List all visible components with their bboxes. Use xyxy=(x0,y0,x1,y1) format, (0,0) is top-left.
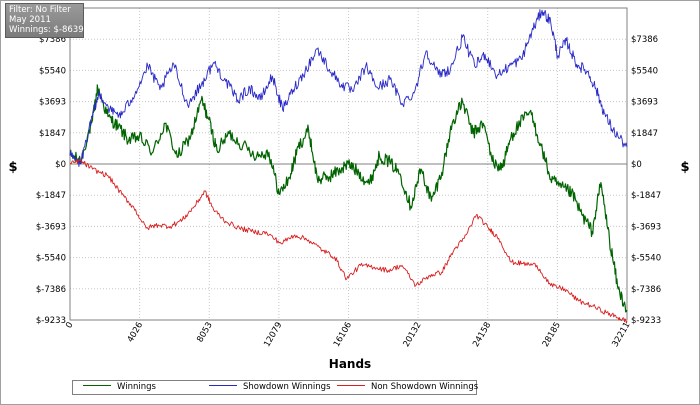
y-tick-label-right: $-3693 xyxy=(631,222,661,232)
series-layer xyxy=(69,9,628,324)
x-tick-label: 24158 xyxy=(471,321,493,349)
y-tick-label-right: $0 xyxy=(631,160,642,170)
filter-label: Filter: No Filter xyxy=(9,5,71,15)
y-tick-label-right: $7386 xyxy=(631,35,658,45)
legend-item-non-showdown: Non Showdown Winnings xyxy=(337,382,478,392)
x-axis-labels: 0 4026 8053 12079 16106 20132 24158 28185 32211 xyxy=(64,321,632,349)
x-tick-label: 16106 xyxy=(332,321,354,349)
x-tick-label: 4026 xyxy=(126,321,145,345)
series-non-showdown-line xyxy=(69,159,628,324)
series-showdown-line xyxy=(69,9,628,168)
legend-label-showdown: Showdown Winnings xyxy=(243,382,331,392)
y-tick-label-left: $-5540 xyxy=(36,254,66,264)
legend-swatch-non-showdown xyxy=(337,385,365,386)
legend-label-non-showdown: Non Showdown Winnings xyxy=(371,382,479,392)
x-axis-title: Hands xyxy=(329,357,371,371)
legend-swatch-showdown xyxy=(209,385,237,386)
y-tick-label-right: $3693 xyxy=(631,98,658,108)
y-tick-label-right: $-5540 xyxy=(631,254,661,264)
y-tick-label-left: $1847 xyxy=(39,129,66,139)
y-tick-label-left: $3693 xyxy=(39,98,66,108)
legend-item-showdown: Showdown Winnings xyxy=(209,382,331,392)
y-tick-label-right: $-1847 xyxy=(631,191,661,201)
y-tick-label-left: $0 xyxy=(55,160,66,170)
period-label: May 2011 xyxy=(9,15,51,25)
series-winnings-line xyxy=(69,84,628,313)
x-tick-label: 32211 xyxy=(610,321,632,349)
legend-item-winnings: Winnings xyxy=(83,382,156,392)
x-tick-label: 28185 xyxy=(541,321,563,349)
y-tick-label-left: $-1847 xyxy=(36,191,66,201)
y-tick-label-left: $-7386 xyxy=(36,285,66,295)
y-axis-right-labels: $7386 $5540 $3693 $1847 $0 $-1847 $-3693 $-5540… xyxy=(631,35,661,326)
legend-swatch-winnings xyxy=(83,385,111,386)
y-tick-label-right: $1847 xyxy=(631,129,658,139)
y-tick-label-right: $-7386 xyxy=(631,285,661,295)
y-tick-label-right: $-9233 xyxy=(631,316,661,326)
legend: Winnings Showdown Winnings Non Showdown … xyxy=(72,380,478,395)
y-axis-title-left: $ xyxy=(8,160,17,175)
y-tick-label-left: $5540 xyxy=(39,66,66,76)
y-tick-label-left: $7386 xyxy=(39,35,66,45)
legend-label-winnings: Winnings xyxy=(117,382,156,392)
winnings-total: Winnings: $-8639.50 xyxy=(9,25,98,35)
y-tick-label-right: $5540 xyxy=(631,66,658,76)
x-tick-label: 20132 xyxy=(402,321,424,349)
y-tick-label-left: $-9233 xyxy=(36,316,66,326)
x-tick-label: 0 xyxy=(64,321,75,331)
y-tick-label-left: $-3693 xyxy=(36,222,66,232)
y-axis-left-labels: $7386 $5540 $3693 $1847 $0 $-1847 $-3693 $-5540… xyxy=(36,35,66,326)
info-box: Filter: No Filter May 2011 Winnings: $-8… xyxy=(5,3,98,38)
x-tick-label: 8053 xyxy=(195,321,214,345)
x-tick-label: 12079 xyxy=(262,321,284,349)
y-axis-title-right: $ xyxy=(680,160,689,175)
